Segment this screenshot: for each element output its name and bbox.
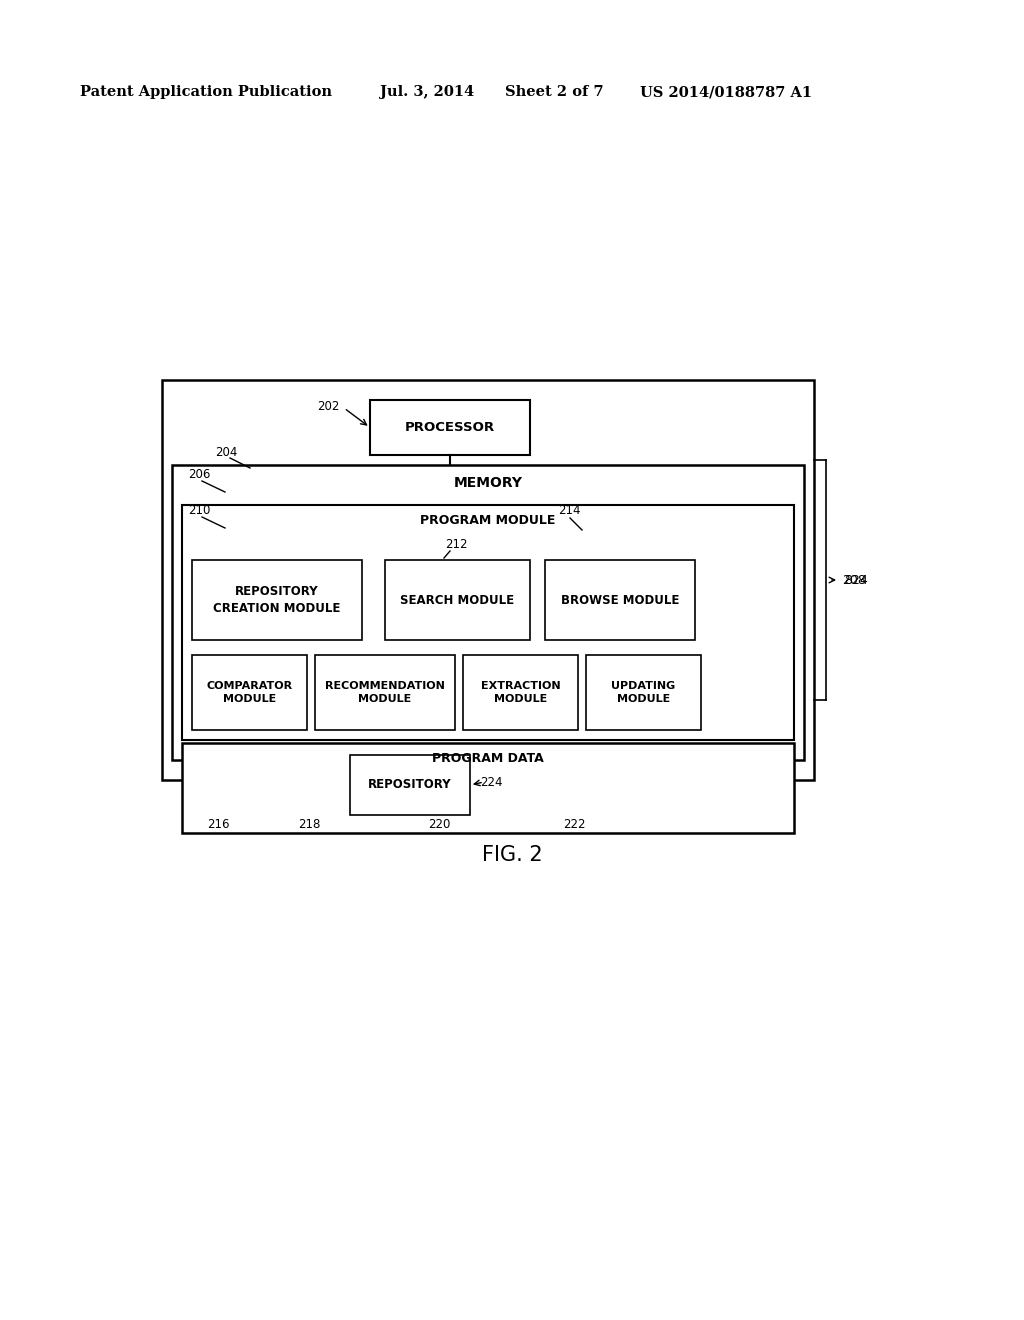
Text: PROCESSOR: PROCESSOR bbox=[404, 421, 495, 434]
Text: 824: 824 bbox=[844, 573, 867, 586]
Text: SEARCH MODULE: SEARCH MODULE bbox=[400, 594, 515, 606]
Text: Sheet 2 of 7: Sheet 2 of 7 bbox=[505, 84, 603, 99]
Bar bbox=[315, 655, 455, 730]
Text: 216: 216 bbox=[207, 818, 229, 832]
Text: 222: 222 bbox=[563, 818, 586, 832]
Text: 208: 208 bbox=[842, 573, 866, 586]
Text: 220: 220 bbox=[428, 818, 451, 832]
Text: COMPARATOR
MODULE: COMPARATOR MODULE bbox=[207, 681, 293, 704]
Text: EXTRACTION
MODULE: EXTRACTION MODULE bbox=[480, 681, 560, 704]
Bar bbox=[193, 655, 307, 730]
Text: US 2014/0188787 A1: US 2014/0188787 A1 bbox=[640, 84, 812, 99]
Text: 212: 212 bbox=[445, 539, 468, 552]
Text: MEMORY: MEMORY bbox=[454, 477, 522, 490]
Text: 202: 202 bbox=[317, 400, 340, 412]
Text: 210: 210 bbox=[188, 504, 210, 517]
Bar bbox=[350, 755, 470, 814]
Bar bbox=[182, 506, 794, 741]
Bar bbox=[182, 743, 794, 833]
Bar bbox=[370, 400, 530, 455]
Text: RECOMMENDATION
MODULE: RECOMMENDATION MODULE bbox=[325, 681, 445, 704]
Text: 206: 206 bbox=[188, 469, 210, 482]
Bar bbox=[172, 465, 804, 760]
Bar bbox=[385, 560, 530, 640]
Bar bbox=[586, 655, 701, 730]
Text: REPOSITORY
CREATION MODULE: REPOSITORY CREATION MODULE bbox=[213, 585, 341, 615]
Text: FIG. 2: FIG. 2 bbox=[481, 845, 543, 865]
Text: 218: 218 bbox=[298, 818, 321, 832]
Text: PROGRAM DATA: PROGRAM DATA bbox=[432, 752, 544, 766]
Bar bbox=[162, 380, 814, 780]
Text: UPDATING
MODULE: UPDATING MODULE bbox=[611, 681, 676, 704]
Text: 214: 214 bbox=[558, 504, 581, 517]
Text: Jul. 3, 2014: Jul. 3, 2014 bbox=[380, 84, 474, 99]
Text: 224: 224 bbox=[480, 776, 503, 788]
Text: BROWSE MODULE: BROWSE MODULE bbox=[561, 594, 679, 606]
Bar bbox=[545, 560, 695, 640]
Bar bbox=[463, 655, 578, 730]
Text: Patent Application Publication: Patent Application Publication bbox=[80, 84, 332, 99]
Bar bbox=[193, 560, 362, 640]
Text: PROGRAM MODULE: PROGRAM MODULE bbox=[420, 515, 556, 528]
Text: REPOSITORY: REPOSITORY bbox=[369, 779, 452, 792]
Text: 204: 204 bbox=[215, 446, 238, 458]
